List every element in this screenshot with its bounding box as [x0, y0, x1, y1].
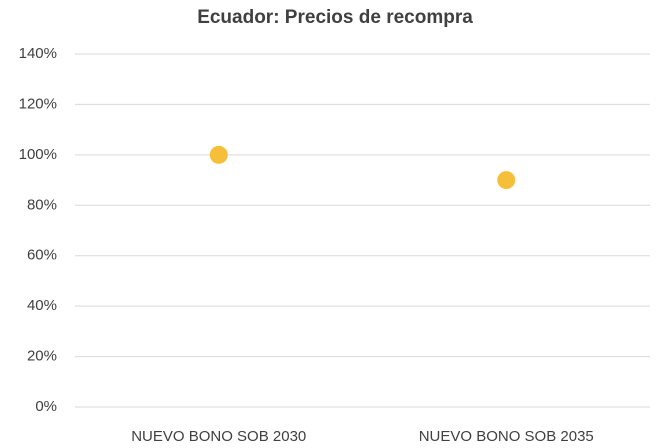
point: [209, 145, 228, 164]
y-tick-label: 20%: [27, 348, 57, 365]
y-tick-label: 100%: [19, 146, 57, 163]
y-tick-label: 40%: [27, 297, 57, 314]
x-tick-label: NUEVO BONO SOB 2035: [419, 428, 594, 445]
x-tick-label: NUEVO BONO SOB 2030: [131, 428, 306, 445]
y-tick-label: 0%: [35, 398, 57, 415]
chart-title: Ecuador: Precios de recompra: [197, 7, 473, 28]
y-tick-label: 60%: [27, 247, 57, 264]
y-tick-label: 120%: [19, 95, 57, 112]
point: [497, 171, 516, 190]
y-tick-label: 80%: [27, 196, 57, 213]
y-tick-label: 140%: [19, 45, 57, 62]
